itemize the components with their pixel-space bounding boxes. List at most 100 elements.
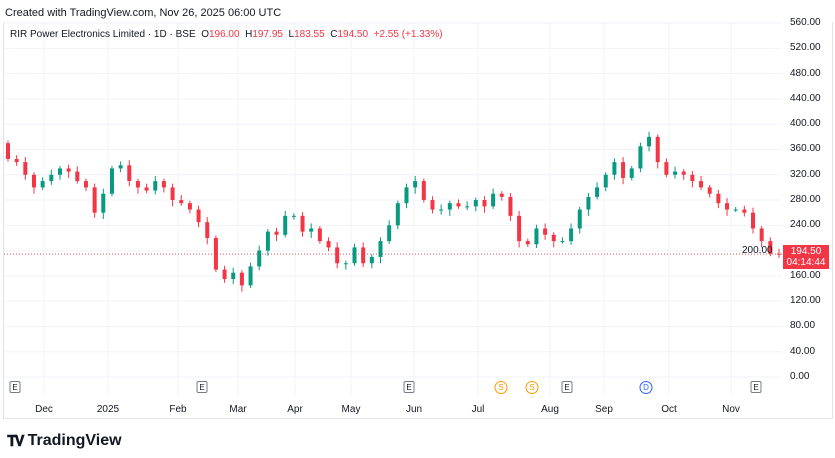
- y-tick-label: 520.00: [790, 42, 821, 54]
- candle-body: [543, 228, 548, 235]
- event-marker-earnings[interactable]: E: [750, 381, 762, 393]
- candle-body: [577, 209, 582, 229]
- tradingview-brand[interactable]: 𝐓𝐕 TradingView: [7, 432, 122, 450]
- y-tick-label: 400.00: [790, 118, 821, 130]
- candle-body: [560, 241, 565, 243]
- x-tick-label: Sep: [595, 404, 613, 415]
- candle-body: [326, 241, 331, 248]
- candle-body: [153, 181, 158, 191]
- candle-body: [222, 269, 227, 280]
- candle-body: [257, 250, 262, 267]
- candle-body: [92, 187, 97, 213]
- candle-body: [300, 215, 305, 232]
- event-marker-split[interactable]: S: [525, 381, 539, 394]
- candle-body: [101, 193, 106, 213]
- candle-body: [638, 146, 643, 169]
- x-tick-label: Apr: [287, 404, 303, 415]
- candle-body: [170, 187, 175, 201]
- candle-body: [629, 168, 634, 178]
- candle-body: [6, 143, 10, 159]
- y-tick-label: 40.00: [790, 345, 816, 357]
- candle-body: [248, 266, 253, 286]
- x-tick-label: Nov: [722, 404, 740, 415]
- candle-body: [725, 203, 730, 210]
- candle-body: [40, 181, 45, 188]
- candle-body: [430, 200, 435, 210]
- x-tick-label: Dec: [35, 404, 53, 415]
- event-marker-split[interactable]: S: [494, 381, 508, 394]
- candle-body: [491, 193, 496, 207]
- candle-body: [31, 174, 36, 188]
- candle-body: [647, 136, 652, 147]
- event-marker-earnings[interactable]: E: [403, 381, 415, 393]
- high-value: 197.95: [252, 29, 283, 40]
- x-tick-label: Aug: [541, 404, 559, 415]
- y-tick-label: 200.00: [742, 244, 773, 256]
- candle-body: [196, 209, 201, 223]
- candle-body: [291, 215, 296, 217]
- candle-body: [473, 200, 478, 207]
- open-value: 196.00: [208, 29, 240, 40]
- candle-body: [49, 174, 54, 182]
- candle-body: [681, 171, 686, 175]
- candle-body: [612, 162, 617, 175]
- open-label: O: [201, 29, 209, 40]
- candle-body: [335, 247, 340, 264]
- candle-body: [187, 203, 192, 210]
- event-marker-earnings[interactable]: E: [561, 381, 573, 393]
- low-value: 183.55: [294, 29, 325, 40]
- candle-body: [664, 162, 669, 175]
- candle-body: [118, 165, 123, 169]
- tradingview-logo-icon: 𝐓𝐕: [7, 432, 25, 450]
- candle-body: [317, 228, 322, 242]
- candle-body: [265, 231, 270, 251]
- candle-body: [83, 181, 88, 188]
- candle-body: [309, 228, 314, 232]
- change-value: +2.55 (+1.33%): [373, 29, 443, 40]
- high-label: H: [245, 29, 253, 40]
- y-tick-label: 280.00: [790, 194, 821, 206]
- candle-body: [14, 158, 19, 163]
- candle-body: [551, 234, 556, 242]
- candle-body: [395, 203, 400, 226]
- candle-body: [508, 196, 513, 216]
- close-label: C: [330, 29, 338, 40]
- candle-body: [673, 171, 678, 175]
- candle-body: [655, 136, 660, 163]
- low-label: L: [288, 29, 295, 40]
- event-marker-earnings[interactable]: E: [9, 381, 21, 393]
- candle-body: [352, 247, 357, 264]
- candle-body: [144, 187, 149, 191]
- candle-body: [231, 272, 236, 280]
- candle-body: [742, 209, 747, 213]
- candle-body: [413, 181, 418, 188]
- x-tick-label: May: [341, 404, 361, 415]
- y-tick-label: 120.00: [790, 295, 821, 307]
- candle-body: [135, 181, 140, 188]
- candle-body: [690, 174, 695, 182]
- close-value: 194.50: [337, 29, 369, 40]
- candle-body: [75, 171, 80, 182]
- y-tick-label: 320.00: [790, 168, 821, 180]
- candle-body: [733, 209, 738, 211]
- candle-body: [205, 222, 210, 238]
- created-caption: Created with TradingView.com, Nov 26, 20…: [5, 7, 282, 19]
- candle-body: [707, 187, 712, 194]
- candle-body: [213, 237, 218, 270]
- x-tick-label: Oct: [661, 404, 677, 415]
- symbol-name: RIR Power Electronics Limited · 1D · BSE: [10, 29, 196, 40]
- candle-body: [603, 174, 608, 188]
- candle-body: [369, 256, 374, 264]
- y-tick-label: 80.00: [790, 320, 816, 332]
- event-marker-dividend[interactable]: D: [639, 381, 653, 394]
- candle-body: [421, 181, 426, 201]
- event-marker-earnings[interactable]: E: [196, 381, 208, 393]
- candle-body: [534, 228, 539, 245]
- candle-body: [621, 162, 626, 178]
- x-tick-label: 2025: [96, 404, 120, 415]
- chart-frame[interactable]: [3, 22, 833, 419]
- candle-body: [699, 181, 704, 188]
- x-tick-label: Feb: [169, 404, 187, 415]
- candle-body: [387, 225, 392, 242]
